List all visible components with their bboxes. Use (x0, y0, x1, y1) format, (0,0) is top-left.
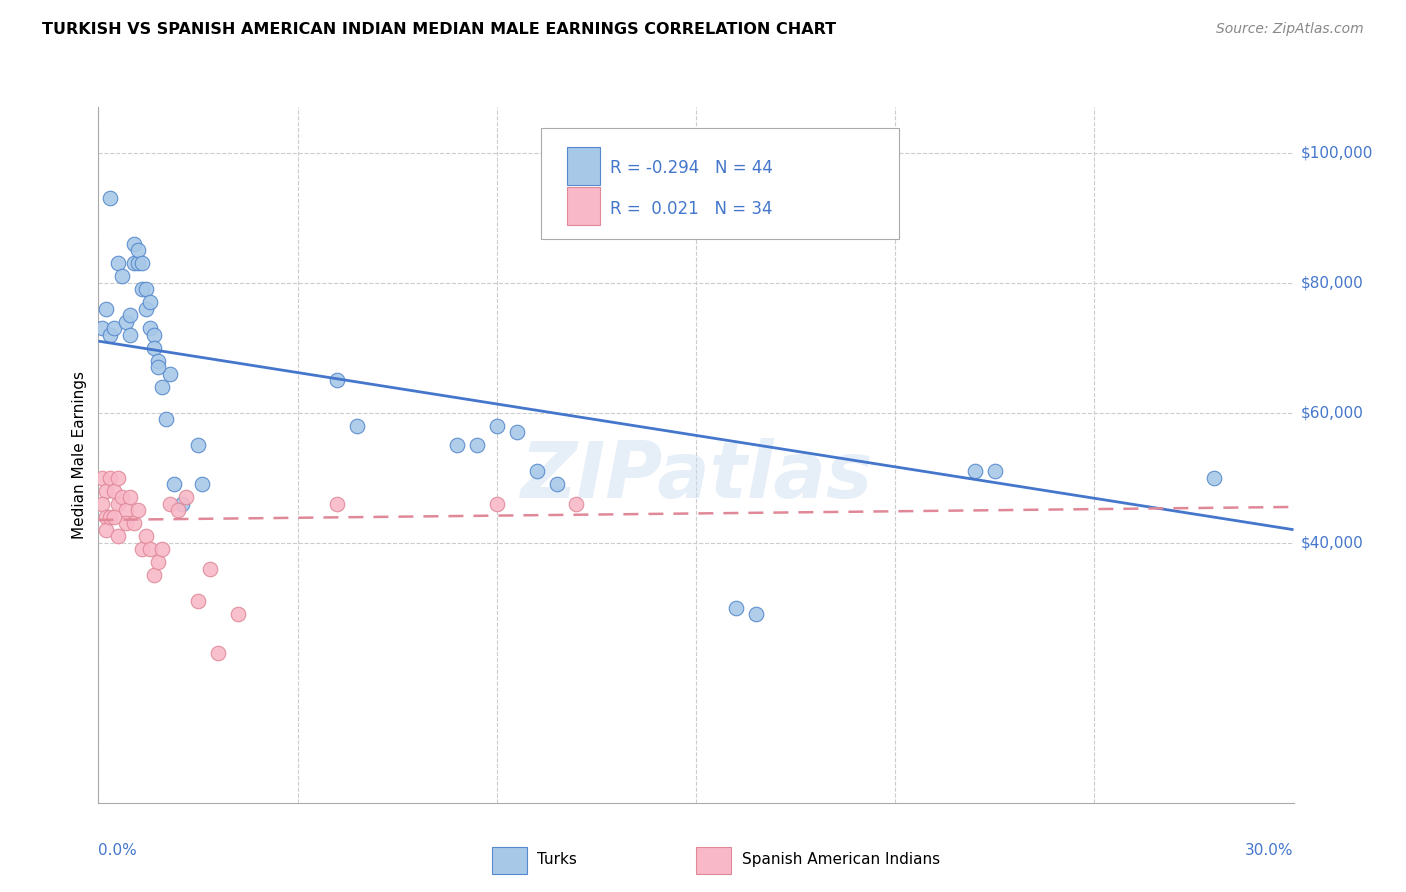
Point (96, 523, 118, 537)
Point (115, 315, 138, 329)
Text: Spanish American Indians: Spanish American Indians (742, 853, 941, 867)
Point (326, 497, 349, 511)
Text: $80,000: $80,000 (1301, 275, 1364, 290)
Point (485, 418, 508, 433)
Point (131, 542, 153, 557)
Point (98, 191, 122, 205)
Point (191, 477, 214, 491)
Point (98, 509, 122, 524)
Text: R =  0.021   N = 34: R = 0.021 N = 34 (610, 200, 772, 218)
Text: $60,000: $60,000 (1301, 405, 1364, 420)
Point (96, 301, 118, 316)
Point (198, 562, 221, 576)
Point (131, 256, 153, 270)
Text: $40,000: $40,000 (1301, 535, 1364, 550)
Point (135, 282, 157, 296)
Point (172, 497, 194, 511)
Point (983, 464, 1005, 478)
FancyBboxPatch shape (567, 146, 600, 185)
Point (207, 646, 229, 660)
Text: Source: ZipAtlas.com: Source: ZipAtlas.com (1216, 22, 1364, 37)
Point (91, 497, 114, 511)
Point (91, 321, 114, 335)
Point (96, 483, 118, 498)
Point (135, 529, 157, 543)
Point (163, 477, 186, 491)
Point (107, 529, 129, 543)
Point (139, 542, 162, 557)
Point (135, 301, 157, 316)
Point (187, 438, 209, 452)
Point (159, 367, 181, 381)
Text: R = -0.294   N = 44: R = -0.294 N = 44 (610, 160, 773, 178)
Point (226, 607, 249, 622)
Point (148, 555, 170, 569)
Point (98, 471, 122, 485)
Point (174, 490, 197, 504)
FancyBboxPatch shape (540, 128, 900, 239)
Point (150, 542, 173, 557)
Point (963, 464, 986, 478)
Point (326, 373, 349, 387)
Point (506, 425, 529, 439)
Point (148, 360, 170, 375)
Point (724, 600, 747, 615)
Point (143, 341, 166, 355)
Point (485, 497, 508, 511)
Point (131, 282, 153, 296)
Point (167, 503, 190, 517)
FancyBboxPatch shape (567, 187, 600, 226)
Point (465, 438, 488, 452)
Point (107, 256, 129, 270)
Point (127, 256, 149, 270)
Point (98, 327, 122, 342)
Point (1202, 471, 1225, 485)
Point (187, 594, 209, 608)
Point (91, 471, 114, 485)
Point (124, 236, 146, 251)
Point (139, 321, 162, 335)
Point (111, 490, 134, 504)
Point (111, 269, 134, 284)
Point (124, 516, 146, 531)
Point (103, 483, 125, 498)
Point (526, 464, 548, 478)
Text: $100,000: $100,000 (1301, 145, 1372, 160)
Point (115, 503, 138, 517)
Point (546, 477, 568, 491)
Point (107, 471, 129, 485)
Point (148, 353, 170, 368)
Point (120, 490, 142, 504)
Point (103, 509, 125, 524)
Point (143, 568, 166, 582)
Point (103, 321, 125, 335)
Point (120, 327, 142, 342)
Text: ZIPatlas: ZIPatlas (520, 438, 872, 514)
Point (143, 327, 166, 342)
Point (107, 497, 129, 511)
Text: TURKISH VS SPANISH AMERICAN INDIAN MEDIAN MALE EARNINGS CORRELATION CHART: TURKISH VS SPANISH AMERICAN INDIAN MEDIA… (42, 22, 837, 37)
Point (127, 243, 149, 257)
Text: 0.0%: 0.0% (98, 843, 138, 858)
Point (446, 438, 468, 452)
Point (565, 497, 588, 511)
Text: 30.0%: 30.0% (1246, 843, 1294, 858)
Point (155, 412, 177, 426)
Point (745, 607, 768, 622)
Point (150, 379, 173, 393)
Text: Turks: Turks (537, 853, 576, 867)
Point (139, 295, 162, 310)
Point (124, 256, 146, 270)
Point (96, 509, 118, 524)
Point (159, 497, 181, 511)
Y-axis label: Median Male Earnings: Median Male Earnings (72, 371, 87, 539)
Point (127, 503, 149, 517)
Point (120, 308, 142, 322)
Point (346, 418, 368, 433)
Point (115, 516, 138, 531)
